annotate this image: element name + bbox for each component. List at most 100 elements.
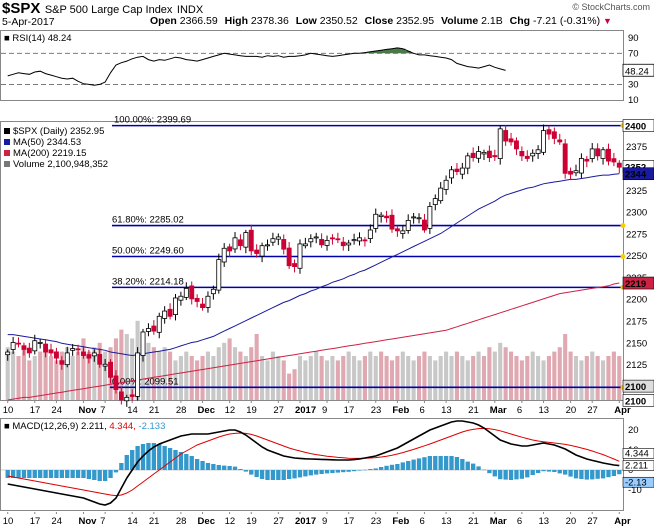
volume-bar [552,351,557,400]
close-value: 2352.95 [396,15,435,27]
volume-bar [97,342,102,400]
x-tick-label: 21 [149,405,160,416]
volume-bar [238,351,243,400]
candle-body [524,155,530,159]
x-tick-label-bottom: 7 [100,516,105,527]
candle-body [37,342,43,344]
candle-body [584,158,590,162]
volume-bar [530,351,535,400]
macd-signal-line [7,427,620,497]
macd-histogram-bar [130,450,135,470]
macd-histogram-bar [27,470,32,478]
x-tick-label: 13 [539,405,550,416]
macd-histogram-bar [324,470,330,474]
candle-body [319,239,325,246]
macd-histogram-bar [389,464,395,470]
volume-bar [146,342,151,400]
x-tick-label: 19 [246,405,257,416]
macd-histogram-bar [606,470,611,478]
volume-bar [400,351,405,400]
index-name: S&P 500 Large Cap Index [44,4,173,16]
candle-body [248,229,254,252]
price-legend-entry: MA(50) 2344.53 [13,137,81,148]
candle-body [530,152,536,157]
macd-histogram-bar [449,456,454,470]
volume-bar [162,347,167,400]
x-tick-label: 7 [100,405,105,416]
price-tag-label: 2100 [625,396,646,407]
panel-frame [0,418,624,511]
candle-body [173,297,178,316]
candle-body [140,331,146,356]
volume-bar [5,347,10,400]
macd-histogram-bar [65,470,70,478]
candle-body [373,213,379,229]
macd-histogram-bar [487,470,492,474]
volume-bar [303,360,308,400]
fib-marker [620,223,626,229]
candle-body [232,237,238,250]
volume-bar [508,351,514,400]
volume-bar [227,338,232,400]
macd-histogram-bar [454,457,460,470]
macd-histogram-bar [400,462,405,470]
x-tick-label: Nov [78,405,97,416]
macd-histogram-bar [48,470,54,478]
volume-bar [32,356,37,400]
volume-bar [525,356,530,400]
price-tick-label: 2175 [626,317,647,328]
price-tick-label: 2250 [626,251,647,262]
volume-bar [352,356,357,400]
volume-bar [113,338,119,400]
macd-histogram-bar [157,444,162,470]
candle-body [432,198,438,205]
volume-bar [606,356,611,400]
candle-body [254,249,260,254]
volume-bar [335,360,340,400]
x-tick-label: 14 [127,405,138,416]
macd-histogram-bar [270,470,276,480]
x-tick-label-bottom: 6 [517,516,522,527]
volume-bar [373,356,378,400]
candle-body [616,162,622,168]
macd-histogram-bar [476,466,481,470]
candle-body [297,243,303,269]
volume-bar [65,347,70,400]
volume-bar [81,338,86,400]
fib-label: 50.00%: 2249.60 [112,245,184,256]
macd-histogram-bar [611,470,617,476]
volume-bar [92,347,97,400]
legend-swatch [4,139,10,145]
candle-body [200,303,206,308]
candle-body [357,237,362,242]
x-tick-label: 9 [322,405,327,416]
candle-body [443,179,449,190]
volume-bar [546,356,551,400]
price-tag-box [622,167,654,181]
candle-body [145,328,151,332]
macd-histogram-bar [303,470,308,477]
candle-body [64,352,70,366]
x-tick-label-bottom: 21 [149,516,160,527]
volume-bar [324,360,330,400]
candle-body [16,342,21,345]
candle-body [118,391,124,401]
candle-body [454,168,460,172]
macd-histogram-bar [465,461,470,470]
volume-bar [379,351,384,400]
macd-histogram-bar [232,466,238,470]
volume-bar [536,356,541,400]
macd-histogram-bar [81,470,86,478]
candle-body [400,230,406,234]
volume-bar [341,356,346,400]
x-tick-label: 6 [419,405,424,416]
volume-bar [38,351,43,400]
macd-tag-label: 4.344 [625,448,649,459]
macd-tag-box [622,476,654,488]
x-tick-label-bottom: 13 [441,516,452,527]
macd-histogram-bar [249,470,254,475]
macd-histogram-bar [346,470,351,472]
price-tag-box [622,276,654,290]
macd-histogram-bar [411,459,416,470]
candle-body [486,150,492,159]
